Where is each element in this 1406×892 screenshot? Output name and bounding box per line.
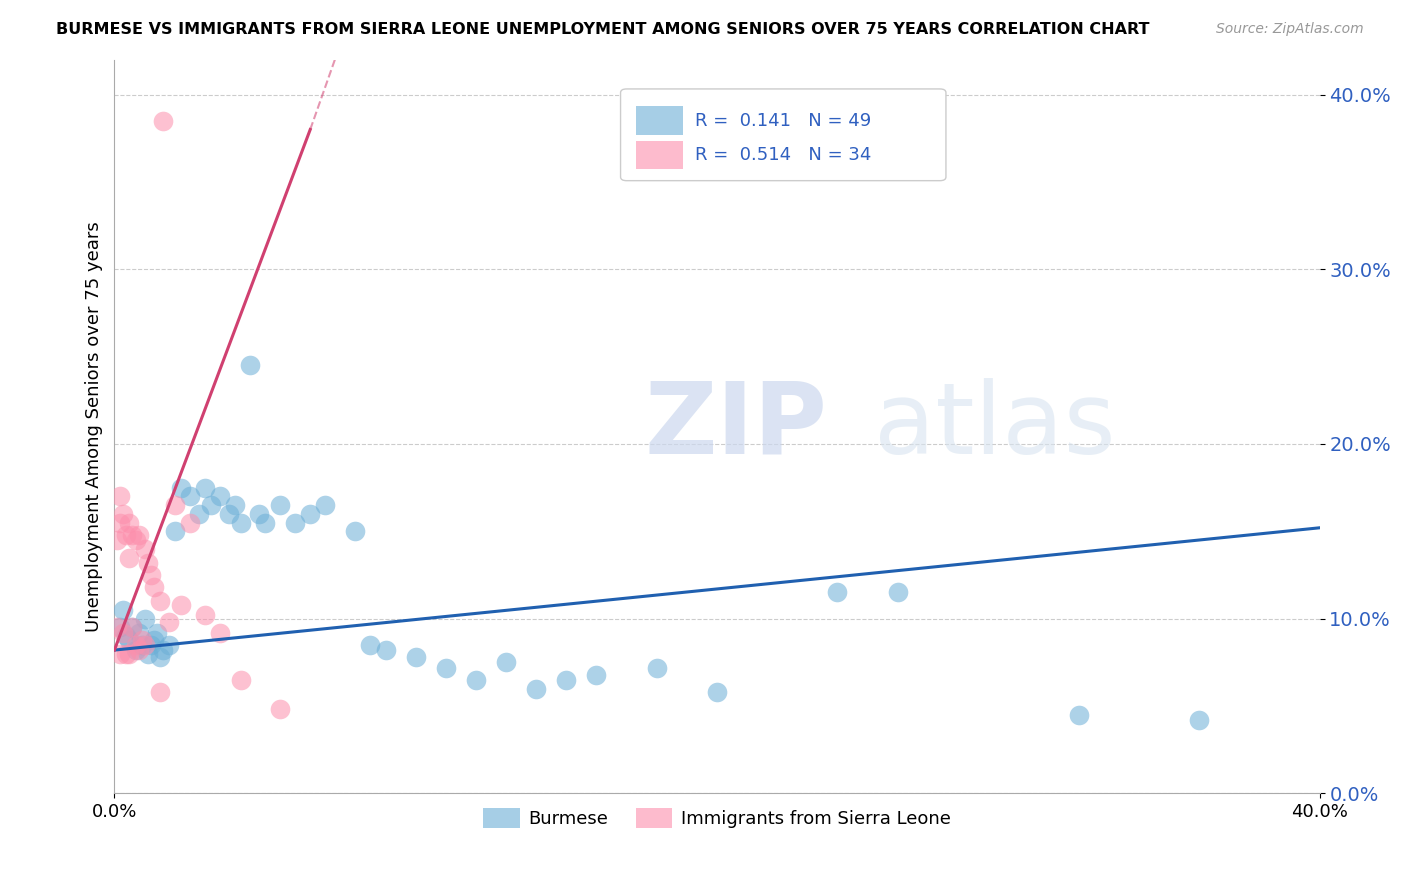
Point xyxy=(163,498,186,512)
Point xyxy=(124,643,146,657)
Point xyxy=(149,594,172,608)
Point xyxy=(128,643,150,657)
Point xyxy=(157,615,180,629)
Point xyxy=(299,507,322,521)
Point xyxy=(170,481,193,495)
Point xyxy=(128,528,150,542)
Point xyxy=(131,638,153,652)
Point xyxy=(194,608,217,623)
Text: Source: ZipAtlas.com: Source: ZipAtlas.com xyxy=(1216,22,1364,37)
Point xyxy=(115,647,138,661)
FancyBboxPatch shape xyxy=(620,89,946,181)
Point xyxy=(157,638,180,652)
Point xyxy=(247,507,270,521)
Point xyxy=(149,650,172,665)
Point xyxy=(152,113,174,128)
Y-axis label: Unemployment Among Seniors over 75 years: Unemployment Among Seniors over 75 years xyxy=(86,221,103,632)
Point xyxy=(131,632,153,647)
Point xyxy=(121,528,143,542)
Point xyxy=(124,638,146,652)
Text: R =  0.514   N = 34: R = 0.514 N = 34 xyxy=(696,146,872,164)
Point xyxy=(110,647,132,661)
Point xyxy=(179,489,201,503)
FancyBboxPatch shape xyxy=(637,106,683,135)
Point xyxy=(118,632,141,647)
Point xyxy=(314,498,336,512)
Point xyxy=(179,516,201,530)
Point xyxy=(284,516,307,530)
Point xyxy=(1067,707,1090,722)
Point xyxy=(145,625,167,640)
Point xyxy=(139,638,162,652)
Point xyxy=(118,647,141,661)
Point xyxy=(128,625,150,640)
Point xyxy=(152,643,174,657)
Text: R =  0.141   N = 49: R = 0.141 N = 49 xyxy=(696,112,872,129)
Point xyxy=(585,667,607,681)
Text: BURMESE VS IMMIGRANTS FROM SIERRA LEONE UNEMPLOYMENT AMONG SENIORS OVER 75 YEARS: BURMESE VS IMMIGRANTS FROM SIERRA LEONE … xyxy=(56,22,1150,37)
Point xyxy=(555,673,578,687)
Point xyxy=(134,612,156,626)
Text: ZIP: ZIP xyxy=(645,378,828,475)
Text: atlas: atlas xyxy=(873,378,1115,475)
Point xyxy=(827,585,849,599)
Point xyxy=(112,625,135,640)
Point xyxy=(187,507,209,521)
Point xyxy=(136,556,159,570)
Point xyxy=(218,507,240,521)
Legend: Burmese, Immigrants from Sierra Leone: Burmese, Immigrants from Sierra Leone xyxy=(477,800,957,836)
Point xyxy=(121,620,143,634)
FancyBboxPatch shape xyxy=(637,141,683,169)
Point xyxy=(269,702,291,716)
Point xyxy=(360,638,382,652)
Point xyxy=(229,673,252,687)
Point xyxy=(112,603,135,617)
Point xyxy=(405,650,427,665)
Point xyxy=(1188,713,1211,727)
Point xyxy=(344,524,367,539)
Point xyxy=(110,516,132,530)
Point xyxy=(254,516,277,530)
Point xyxy=(134,638,156,652)
Point xyxy=(208,489,231,503)
Point xyxy=(139,568,162,582)
Point xyxy=(200,498,222,512)
Point xyxy=(495,656,517,670)
Point xyxy=(107,533,129,547)
Point xyxy=(118,550,141,565)
Point xyxy=(118,516,141,530)
Point xyxy=(224,498,246,512)
Point xyxy=(142,632,165,647)
Point xyxy=(121,620,143,634)
Point xyxy=(163,524,186,539)
Point xyxy=(112,507,135,521)
Point xyxy=(110,620,132,634)
Point xyxy=(706,685,728,699)
Point xyxy=(465,673,488,687)
Point xyxy=(524,681,547,696)
Point xyxy=(142,580,165,594)
Point xyxy=(107,620,129,634)
Point xyxy=(115,629,138,643)
Point xyxy=(194,481,217,495)
Point xyxy=(115,528,138,542)
Point xyxy=(645,660,668,674)
Point xyxy=(229,516,252,530)
Point xyxy=(208,625,231,640)
Point xyxy=(887,585,910,599)
Point xyxy=(239,359,262,373)
Point xyxy=(110,489,132,503)
Point xyxy=(434,660,457,674)
Point xyxy=(269,498,291,512)
Point xyxy=(374,643,396,657)
Point xyxy=(136,647,159,661)
Point xyxy=(170,598,193,612)
Point xyxy=(134,541,156,556)
Point xyxy=(149,685,172,699)
Point xyxy=(124,533,146,547)
